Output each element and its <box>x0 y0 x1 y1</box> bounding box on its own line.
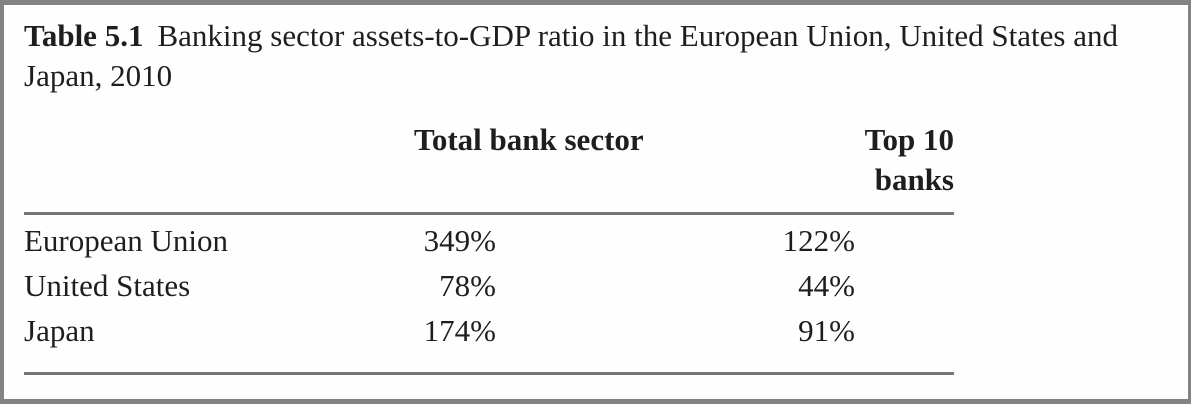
table-row-japan: Japan 174% 91% <box>24 308 954 353</box>
row-label: United States <box>24 268 191 303</box>
column-header-top-10-banks: Top 10 banks <box>864 122 954 197</box>
total-bank-sector-value: 78% <box>439 268 496 303</box>
table-caption: Table 5.1 Banking sector assets-to-GDP ra… <box>24 16 1172 96</box>
data-table: Total bank sector Top 10 banks European … <box>24 120 954 375</box>
column-header-total-bank-sector: Total bank sector <box>414 122 644 157</box>
footer-rule <box>24 372 954 375</box>
header-rule <box>24 212 954 215</box>
top-10-banks-value: 91% <box>798 313 855 348</box>
table-caption-number: Table 5.1 <box>24 18 144 53</box>
header-spacer <box>24 120 414 200</box>
top-10-banks-value: 122% <box>782 223 855 258</box>
row-spacer <box>855 263 954 308</box>
row-spacer <box>855 308 954 353</box>
top-10-banks-value: 44% <box>798 268 855 303</box>
row-spacer <box>855 218 954 263</box>
table-row-european-union: European Union 349% 122% <box>24 218 954 263</box>
table-body: European Union 349% 122% United States 7… <box>24 215 954 360</box>
table-row-united-states: United States 78% 44% <box>24 263 954 308</box>
row-label: European Union <box>24 223 229 258</box>
total-bank-sector-value: 174% <box>423 313 496 348</box>
table-header-row: Total bank sector Top 10 banks <box>24 120 954 200</box>
total-bank-sector-value: 349% <box>423 223 496 258</box>
row-label: Japan <box>24 313 95 348</box>
table-caption-text: Banking sector assets-to-GDP ratio in th… <box>24 18 1118 93</box>
